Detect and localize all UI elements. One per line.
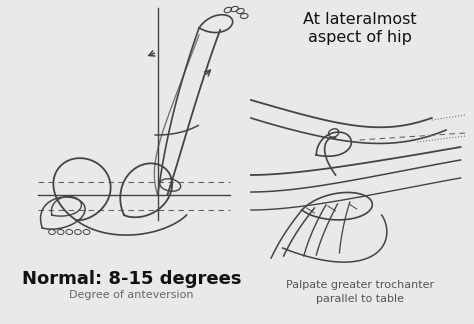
- Text: At lateralmost: At lateralmost: [303, 12, 416, 27]
- Text: aspect of hip: aspect of hip: [308, 30, 411, 45]
- Text: Normal: 8-15 degrees: Normal: 8-15 degrees: [22, 270, 241, 288]
- Text: Degree of anteversion: Degree of anteversion: [70, 290, 194, 300]
- Text: parallel to table: parallel to table: [316, 294, 403, 304]
- Text: Palpate greater trochanter: Palpate greater trochanter: [285, 280, 434, 290]
